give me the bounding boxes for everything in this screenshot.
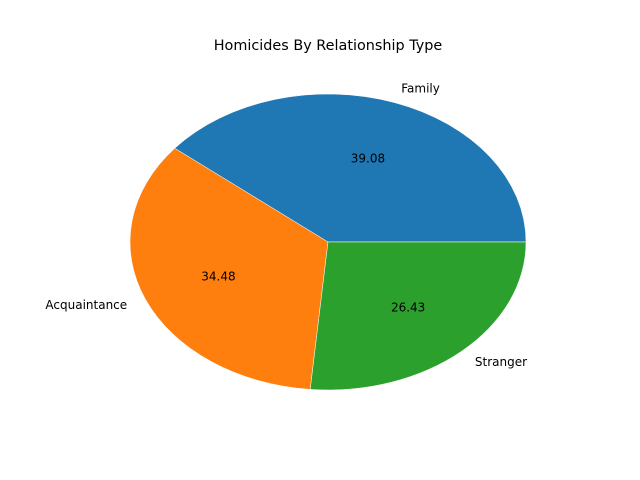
- slice-label-stranger: Stranger: [475, 355, 527, 369]
- pie-slices: [129, 93, 527, 391]
- value-label-acquaintance: 34.48: [201, 269, 235, 283]
- pie-labels: Family 39.08 Acquaintance 34.48 Stranger 26.4…: [45, 82, 527, 369]
- slice-label-acquaintance: Acquaintance: [45, 298, 127, 312]
- pie-slice-family: [174, 93, 527, 243]
- value-label-stranger: 26.43: [391, 301, 425, 315]
- pie-slice-stranger: [309, 241, 527, 391]
- value-label-family: 39.08: [351, 151, 385, 165]
- chart-title: Homicides By Relationship Type: [214, 38, 443, 54]
- pie-slice-acquaintance: [129, 147, 329, 390]
- slice-label-family: Family: [401, 82, 440, 96]
